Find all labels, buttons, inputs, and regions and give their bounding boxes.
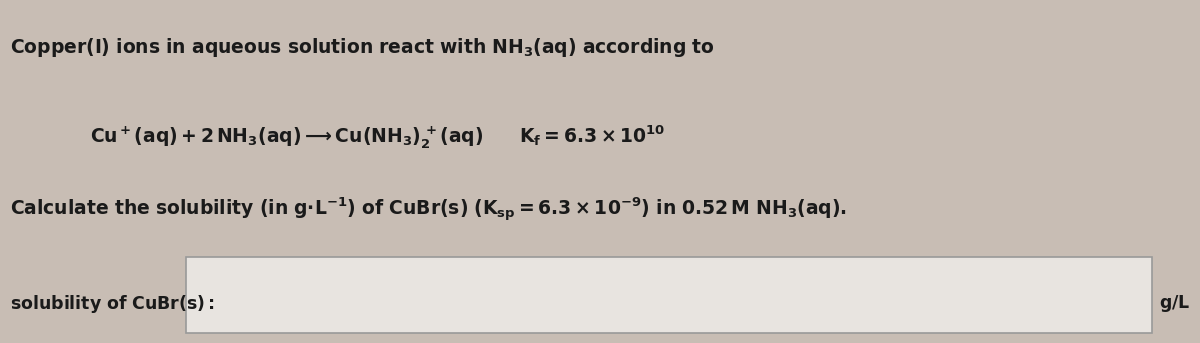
- FancyBboxPatch shape: [186, 257, 1152, 333]
- Text: $\mathbf{Cu^+(aq) + 2\,NH_3(aq) \longrightarrow Cu(NH_3)_2^{\,+}(aq)\qquad K_f =: $\mathbf{Cu^+(aq) + 2\,NH_3(aq) \longrig…: [90, 123, 665, 151]
- Text: $\mathbf{Copper(I)\ ions\ in\ aqueous\ solution\ react\ with\ NH_3(aq)\ accordin: $\mathbf{Copper(I)\ ions\ in\ aqueous\ s…: [10, 36, 714, 59]
- Text: $\mathbf{Calculate\ the\ solubility\ (in\ g{\cdot}L^{-1})\ of\ CuBr(s)\ (K_{sp} : $\mathbf{Calculate\ the\ solubility\ (in…: [10, 196, 847, 224]
- Text: $\mathbf{solubility\ of\ CuBr(s):}$: $\mathbf{solubility\ of\ CuBr(s):}$: [10, 293, 215, 315]
- Text: $\mathbf{g/L}$: $\mathbf{g/L}$: [1159, 293, 1190, 314]
